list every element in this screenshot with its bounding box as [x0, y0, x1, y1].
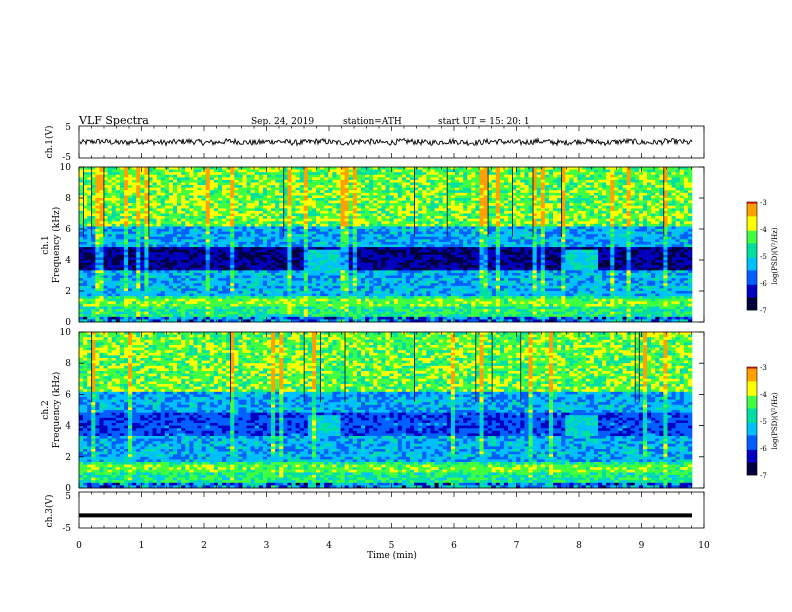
- ch1-ytick-top: 5: [65, 123, 71, 133]
- time-axis-tick: 10: [698, 541, 710, 551]
- colorbar-label: log(PSD)(V²/Hz): [771, 392, 779, 449]
- colorbar-tick: -4: [760, 391, 767, 399]
- spec1-ytick: 0: [65, 318, 71, 328]
- ch2-spectrogram-ylabel-line2: Frequency (kHz): [51, 372, 62, 449]
- time-axis-tick: 8: [576, 541, 582, 551]
- ch1-waveform-line: [79, 136, 693, 148]
- ch2-spectrogram-ylabel-line1: ch.2: [41, 400, 51, 419]
- ch2-spectrogram-panel: 0 2 4 6 8 10 ch.2 Frequency (kHz) -3 -4 -5 -6 -7 l…: [41, 328, 779, 494]
- start-time-label: start UT = 15: 20: 1: [438, 117, 530, 127]
- time-axis-label: Time (min): [367, 550, 417, 561]
- colorbar-tick: -6: [760, 445, 767, 453]
- ch1-ytick-bottom: -5: [62, 153, 71, 163]
- ch3-waveform-panel: 5 -5 ch.3(V): [44, 491, 705, 534]
- spec1-ytick: 10: [60, 163, 72, 173]
- spec2-ytick: 4: [65, 422, 71, 432]
- time-axis-tick: 2: [201, 541, 207, 551]
- ch1-colorbar: -3 -4 -5 -6 -7 log(PSD)(V²/Hz): [746, 199, 779, 315]
- ch3-ytick-top: 5: [65, 492, 71, 502]
- ch1-spectrogram-ylabel-line1: ch.1: [41, 235, 51, 254]
- ch1-spectrogram-panel: 0 2 4 6 8 10 ch.1 Frequency (kHz) -3 -4 -5 -6 -7 l…: [41, 163, 779, 328]
- spec2-ytick: 6: [65, 390, 71, 400]
- ch3-ytick-bottom: -5: [62, 524, 71, 534]
- time-axis-tick: 3: [264, 541, 270, 551]
- colorbar-tick: -5: [760, 418, 767, 426]
- ch1-waveform-ylabel: ch.1(V): [44, 126, 55, 159]
- date-label: Sep. 24, 2019: [251, 117, 314, 127]
- time-axis-tick: 4: [326, 541, 332, 551]
- time-axis-tick: 0: [76, 541, 82, 551]
- time-axis-tick: 5: [389, 541, 395, 551]
- time-axis-tick: 1: [139, 541, 145, 551]
- spec1-ytick: 8: [65, 194, 71, 204]
- colorbar-tick: -3: [760, 364, 767, 372]
- ch2-spectrogram-image: [79, 332, 704, 489]
- ch3-waveform-ylabel: ch.3(V): [44, 495, 55, 528]
- time-axis-tick: 9: [639, 541, 645, 551]
- spec1-ytick: 6: [65, 225, 71, 235]
- colorbar-tick: -4: [760, 226, 767, 234]
- figure-title: VLF Spectra: [78, 114, 149, 127]
- colorbar-tick: -7: [760, 307, 767, 315]
- ch2-colorbar: -3 -4 -5 -6 -7 log(PSD)(V²/Hz): [746, 364, 779, 480]
- colorbar-tick: -7: [760, 472, 767, 480]
- spec2-ytick: 0: [65, 484, 71, 494]
- time-axis-tick: 7: [514, 541, 520, 551]
- spec2-ytick: 10: [60, 328, 72, 338]
- spec2-ytick: 2: [65, 453, 71, 463]
- colorbar-tick: -6: [760, 280, 767, 288]
- time-axis-tick: 6: [451, 541, 457, 551]
- spec1-ytick: 4: [65, 256, 71, 266]
- station-label: station=ATH: [343, 117, 402, 127]
- ch3-waveform-frame: [78, 491, 705, 529]
- colorbar-label: log(PSD)(V²/Hz): [771, 227, 779, 284]
- ch1-waveform-panel: 5 -5 ch.1(V): [44, 123, 705, 163]
- colorbar-tick: -5: [760, 253, 767, 261]
- ch1-spectrogram-image: [79, 167, 704, 323]
- time-axis: 0 1 2 3 4 5 6 7 8 9 10: [76, 541, 710, 551]
- spec1-ytick: 2: [65, 287, 71, 297]
- colorbar-tick: -3: [760, 199, 767, 207]
- spec2-ytick: 8: [65, 359, 71, 369]
- ch1-spectrogram-ylabel-line2: Frequency (kHz): [51, 207, 62, 284]
